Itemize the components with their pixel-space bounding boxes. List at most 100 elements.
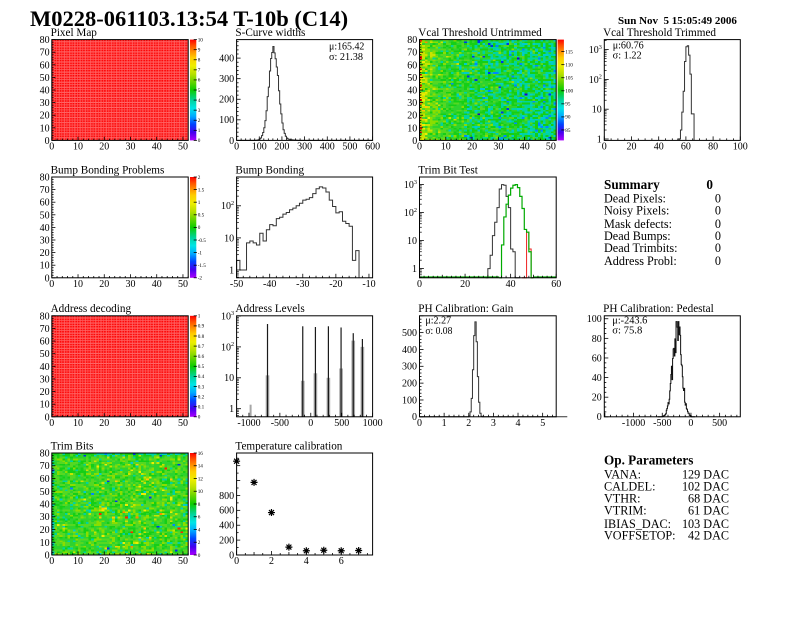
- svg-text:300: 300: [297, 141, 312, 152]
- svg-text:0: 0: [45, 412, 50, 423]
- svg-text:70: 70: [40, 48, 50, 59]
- svg-text:50: 50: [178, 279, 188, 290]
- svg-text:0: 0: [412, 412, 417, 423]
- svg-text:103 DAC: 103 DAC: [682, 517, 729, 531]
- svg-text:0: 0: [715, 229, 721, 243]
- svg-text:0: 0: [688, 418, 693, 429]
- svg-text:50: 50: [40, 349, 50, 360]
- svg-text:0.9: 0.9: [198, 324, 205, 330]
- svg-text:0.5: 0.5: [198, 213, 205, 219]
- svg-text:Dead Bumps:: Dead Bumps:: [604, 229, 671, 243]
- svg-text:10: 10: [198, 489, 204, 495]
- svg-text:S-Curve widths: S-Curve widths: [235, 27, 305, 39]
- svg-text:Noisy Pixels:: Noisy Pixels:: [604, 204, 669, 218]
- svg-text:30: 30: [126, 141, 136, 152]
- svg-text:80: 80: [592, 334, 602, 345]
- svg-text:10: 10: [40, 400, 50, 411]
- svg-text:2: 2: [269, 556, 274, 567]
- svg-text:105: 105: [565, 76, 573, 82]
- svg-text:Address Levels: Address Levels: [235, 303, 304, 315]
- svg-text:80: 80: [40, 35, 50, 46]
- svg-text:50: 50: [407, 73, 417, 84]
- svg-text:30: 30: [126, 418, 136, 429]
- svg-text:400: 400: [402, 345, 417, 356]
- svg-text:7: 7: [198, 68, 201, 74]
- svg-text:100: 100: [733, 141, 748, 152]
- svg-text:0: 0: [715, 217, 721, 231]
- svg-text:102: 102: [221, 341, 234, 353]
- svg-text:6: 6: [339, 556, 344, 567]
- svg-text:-500: -500: [653, 418, 671, 429]
- svg-text:70: 70: [40, 461, 50, 472]
- svg-text:12: 12: [198, 476, 204, 482]
- svg-text:20: 20: [467, 141, 477, 152]
- svg-text:0: 0: [715, 254, 721, 268]
- svg-text:0.3: 0.3: [198, 384, 205, 390]
- svg-text:σ: 21.38: σ: 21.38: [329, 52, 363, 63]
- svg-text:30: 30: [126, 279, 136, 290]
- svg-text:30: 30: [40, 374, 50, 385]
- svg-text:10: 10: [407, 123, 417, 134]
- svg-text:70: 70: [407, 48, 417, 59]
- svg-text:102: 102: [589, 74, 602, 86]
- svg-text:-10: -10: [362, 279, 375, 290]
- svg-text:10: 10: [73, 556, 83, 567]
- svg-text:2: 2: [198, 118, 201, 124]
- svg-text:-40: -40: [263, 279, 276, 290]
- svg-text:102: 102: [404, 207, 417, 219]
- svg-text:0: 0: [198, 415, 201, 421]
- svg-text:20: 20: [592, 393, 602, 404]
- svg-text:μ:165.42: μ:165.42: [329, 42, 364, 53]
- svg-text:40: 40: [654, 141, 664, 152]
- svg-text:500: 500: [402, 328, 417, 339]
- svg-text:800: 800: [219, 491, 234, 502]
- svg-text:0: 0: [412, 136, 417, 147]
- svg-text:80: 80: [40, 311, 50, 322]
- svg-text:8: 8: [198, 58, 201, 64]
- svg-text:20: 20: [407, 111, 417, 122]
- svg-text:10: 10: [73, 141, 83, 152]
- svg-text:10: 10: [592, 105, 602, 116]
- svg-text:0: 0: [602, 141, 607, 152]
- svg-text:40: 40: [152, 141, 162, 152]
- svg-text:0: 0: [49, 141, 54, 152]
- svg-text:103: 103: [589, 44, 602, 56]
- svg-text:-50: -50: [230, 279, 243, 290]
- svg-text:10: 10: [407, 236, 417, 247]
- svg-text:61 DAC: 61 DAC: [688, 504, 729, 518]
- svg-text:0: 0: [198, 553, 201, 559]
- svg-text:Vcal Threshold Trimmed: Vcal Threshold Trimmed: [603, 27, 716, 39]
- svg-text:70: 70: [40, 324, 50, 335]
- svg-text:0: 0: [715, 192, 721, 206]
- svg-text:20: 20: [99, 279, 109, 290]
- svg-text:1: 1: [198, 200, 201, 206]
- svg-text:200: 200: [402, 379, 417, 390]
- svg-text:20: 20: [627, 141, 637, 152]
- svg-text:300: 300: [219, 74, 234, 85]
- svg-text:0: 0: [597, 412, 602, 423]
- svg-text:103: 103: [404, 179, 417, 191]
- svg-text:0.1: 0.1: [198, 405, 205, 411]
- svg-text:10: 10: [73, 418, 83, 429]
- svg-text:μ:-243.6: μ:-243.6: [612, 315, 647, 326]
- svg-text:VOFFSETOP:: VOFFSETOP:: [604, 529, 676, 543]
- svg-text:20: 20: [99, 418, 109, 429]
- svg-text:80: 80: [40, 449, 50, 460]
- svg-text:1: 1: [442, 418, 447, 429]
- svg-text:Trim Bits: Trim Bits: [51, 440, 94, 452]
- svg-text:8: 8: [198, 502, 201, 508]
- svg-text:4: 4: [304, 556, 309, 567]
- svg-text:10: 10: [224, 373, 234, 384]
- svg-text:100: 100: [587, 314, 602, 325]
- svg-text:0: 0: [715, 241, 721, 255]
- svg-text:-30: -30: [296, 279, 309, 290]
- svg-text:40: 40: [152, 418, 162, 429]
- svg-text:16: 16: [198, 451, 204, 457]
- svg-text:95: 95: [565, 102, 571, 108]
- svg-text:0: 0: [715, 204, 721, 218]
- svg-text:100: 100: [565, 89, 573, 95]
- svg-text:50: 50: [178, 418, 188, 429]
- svg-text:Dead Trimbits:: Dead Trimbits:: [604, 241, 677, 255]
- svg-text:60: 60: [407, 60, 417, 71]
- svg-text:Summary: Summary: [604, 177, 660, 192]
